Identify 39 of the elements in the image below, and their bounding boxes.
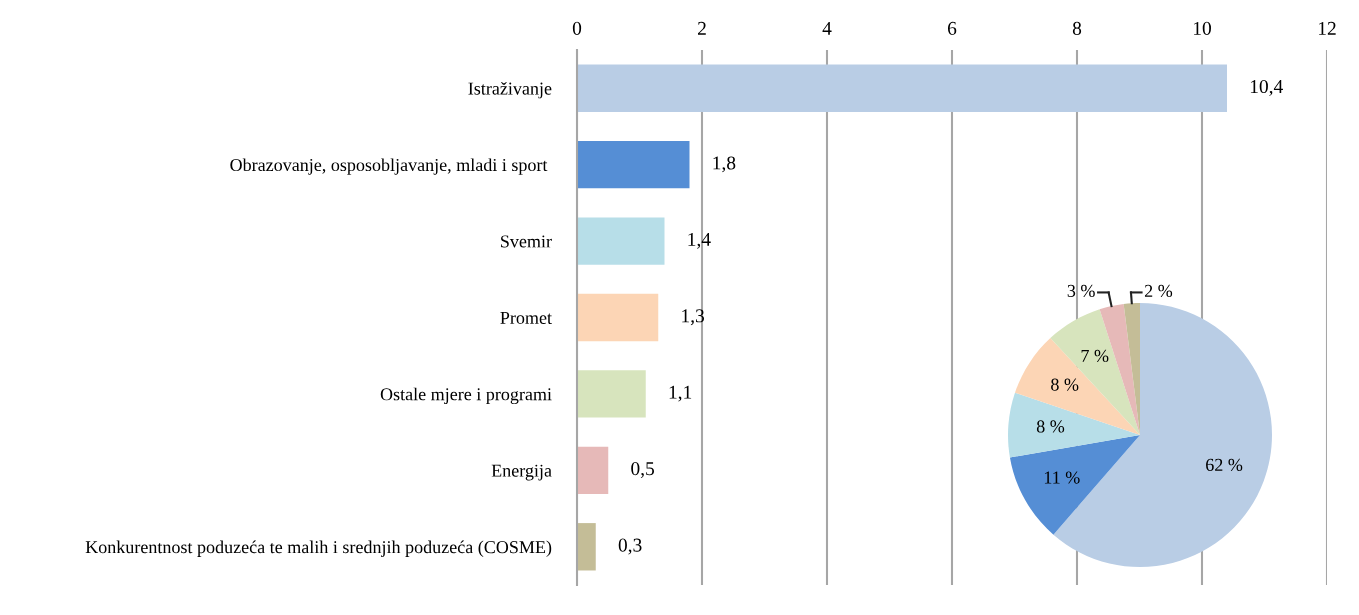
bar bbox=[577, 64, 1227, 112]
pie-slice bbox=[1014, 338, 1140, 435]
data-label: 2 % bbox=[1144, 284, 1173, 298]
data-label: 1,4 bbox=[688, 232, 711, 249]
data-label: 0,3 bbox=[618, 538, 642, 555]
y-tick-label: Konkurentnost poduzeća te malih i srednjih poduzeća (COSME) bbox=[85, 540, 552, 557]
data-label: 8 % bbox=[1051, 378, 1079, 391]
x-tick-label: 6 bbox=[947, 21, 957, 35]
data-label: 1,3 bbox=[682, 309, 705, 326]
x-tick-label: 8 bbox=[1072, 21, 1082, 35]
y-tick-label: Ostale mjere i programi bbox=[380, 387, 552, 405]
data-label: 8 % bbox=[1036, 420, 1065, 433]
y-tick-label: Energija bbox=[491, 464, 552, 481]
pie-slice bbox=[1008, 392, 1140, 458]
x-tick-label: 0 bbox=[572, 21, 582, 35]
data-label: 11 % bbox=[1044, 471, 1080, 484]
data-label: 1,1 bbox=[669, 385, 692, 402]
y-tick-label: Promet bbox=[500, 311, 552, 324]
x-tick-label: 4 bbox=[822, 21, 832, 35]
y-tick-label: Svemir bbox=[501, 235, 552, 248]
bar bbox=[577, 370, 646, 418]
pie-slice bbox=[1009, 435, 1140, 535]
bar bbox=[577, 523, 596, 571]
data-label: 1,8 bbox=[713, 156, 736, 173]
data-label: 3 % bbox=[1067, 284, 1095, 298]
pie-slice bbox=[1050, 309, 1140, 435]
x-tick-label: 10 bbox=[1193, 21, 1211, 35]
bar bbox=[577, 140, 690, 189]
bar bbox=[577, 446, 609, 495]
data-label: 7 % bbox=[1081, 349, 1109, 363]
data-label: 10,4 bbox=[1250, 79, 1283, 96]
bar bbox=[577, 217, 665, 265]
y-tick-label: Obrazovanje, osposobljavanje, mladi i sport bbox=[230, 158, 548, 175]
data-label: 0,5 bbox=[631, 462, 655, 479]
y-tick-label: Istraživanje bbox=[468, 81, 552, 99]
x-tick-label: 12 bbox=[1318, 21, 1336, 35]
x-tick-label: 2 bbox=[697, 21, 706, 35]
bar bbox=[577, 293, 659, 342]
data-label: 62 % bbox=[1206, 458, 1243, 472]
